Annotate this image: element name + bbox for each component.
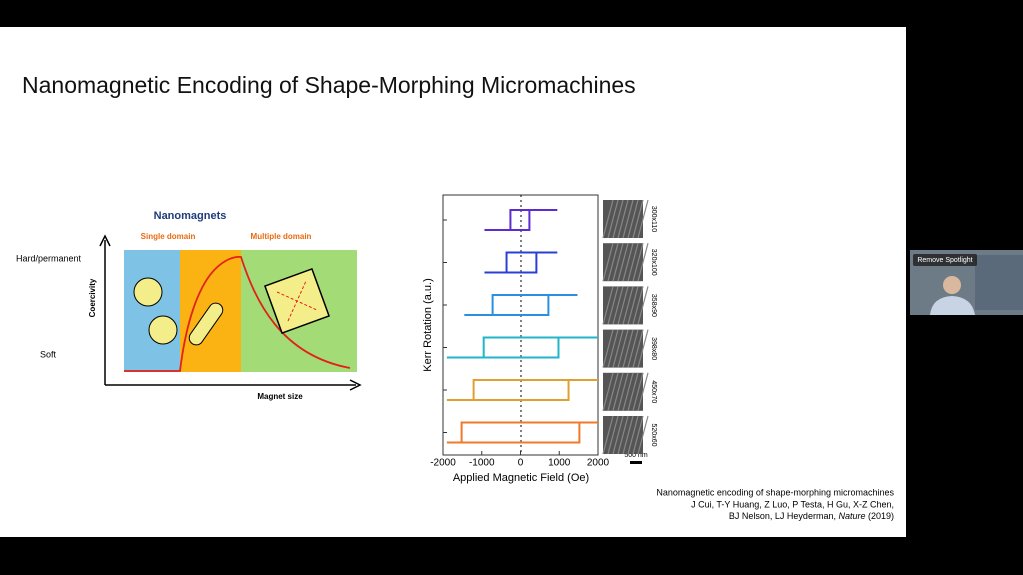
sample-texture (607, 286, 619, 325)
citation: BJ Nelson, LJ Heyderman, Nature (2019) (729, 511, 894, 521)
curve (124, 256, 351, 372)
sample-texture (632, 415, 644, 455)
sample-label: 320x100 (650, 249, 657, 276)
person-body (930, 296, 975, 315)
x-tick-label: -2000 (430, 458, 456, 469)
region-label: Single domain (141, 232, 196, 241)
hysteresis-loop (446, 421, 598, 444)
sample-texture (602, 199, 614, 239)
region-label: Multiple domain (251, 232, 312, 241)
sample-texture (607, 329, 619, 368)
sample-texture (607, 243, 619, 282)
scale-bar (630, 461, 642, 464)
sample-label: 520x60 (650, 424, 657, 447)
region (124, 250, 180, 372)
sample-texture (632, 372, 644, 411)
sample-texture (617, 199, 629, 239)
sample-texture (632, 286, 644, 325)
sample-texture (632, 329, 644, 368)
sample-texture (607, 415, 619, 455)
sample-texture (612, 372, 624, 411)
sample-label: 300x110 (650, 206, 657, 232)
remove-spotlight-button[interactable] (913, 254, 977, 266)
button-label[interactable]: Remove Spotlight (917, 257, 972, 264)
axes (99, 234, 362, 391)
hysteresis-loop (464, 294, 578, 316)
slide-title: Nanomagnetic Encoding of Shape-Morphing … (22, 72, 636, 98)
rod-magnet (188, 302, 224, 346)
sample-label: 450x70 (650, 380, 657, 403)
sample-texture (622, 329, 634, 368)
x-tick-label: -1000 (469, 458, 495, 469)
hysteresis-loop (446, 336, 598, 359)
sample-texture (627, 286, 639, 325)
sample-texture (627, 243, 639, 282)
axis-note: Hard/permanent (16, 253, 82, 263)
x-tick-label: 2000 (587, 458, 610, 469)
circle-magnet (133, 277, 163, 307)
sample-label: 398x80 (650, 337, 657, 360)
hysteresis-loop (446, 379, 598, 401)
sample-texture (602, 286, 614, 325)
sample-texture (602, 243, 614, 282)
citation-text: BJ Nelson, LJ Heyderman, (729, 511, 839, 521)
sample-texture (617, 329, 629, 368)
sample-texture (637, 243, 649, 282)
video-tile: Remove Spotlight (910, 250, 1023, 315)
citation-text: (2019) (865, 511, 894, 521)
sample-texture (607, 372, 619, 411)
person-head (943, 276, 961, 294)
hysteresis-loop (484, 209, 558, 231)
citation: J Cui, T-Y Huang, Z Luo, P Testa, H Gu, … (691, 499, 894, 509)
sample-texture (637, 415, 649, 455)
sample-texture (632, 243, 644, 282)
axis-label: Kerr Rotation (a.u.) (422, 278, 434, 372)
sample-texture (637, 329, 649, 368)
bookshelf (975, 255, 1023, 310)
axis-note: Soft (40, 349, 57, 359)
scale-bar-label: 500 nm (624, 452, 648, 459)
diagram: Nanomagnets Single domain Multiple domai… (16, 210, 362, 401)
sample-texture (627, 372, 639, 411)
sample-texture (632, 199, 644, 239)
sample-texture (622, 199, 634, 239)
sample-texture (602, 415, 614, 455)
sample-texture (622, 243, 634, 282)
sample-texture (612, 243, 624, 282)
sample-texture (637, 199, 649, 239)
sample-texture (622, 415, 634, 455)
sample-texture (617, 415, 629, 455)
sample-texture (602, 329, 614, 368)
sample-texture (612, 286, 624, 325)
circle-magnet (148, 315, 178, 345)
x-tick-label: 1000 (548, 458, 571, 469)
axis-label: Coercivity (88, 278, 97, 317)
hysteresis-loop (484, 251, 558, 274)
axis-label: Applied Magnetic Field (Oe) (453, 472, 589, 484)
citation: Nanomagnetic encoding of shape-morphing … (656, 487, 894, 497)
sample-texture (612, 415, 624, 455)
sample-label: 358x90 (650, 294, 657, 317)
sample-texture (617, 243, 629, 282)
sample-texture (612, 329, 624, 368)
sample-texture (637, 286, 649, 325)
sample-texture (627, 329, 639, 368)
sample-texture (617, 286, 629, 325)
sample-texture (622, 286, 634, 325)
sample-texture (617, 372, 629, 411)
sample-texture (627, 415, 639, 455)
x-tick-label: 0 (518, 458, 524, 469)
sample-texture (627, 199, 639, 239)
axis-label: Magnet size (257, 392, 303, 401)
domain-walls (276, 280, 318, 322)
sample-texture (637, 372, 649, 411)
sample-texture (607, 199, 619, 239)
sample-texture (612, 199, 624, 239)
citation-journal: Nature (838, 511, 865, 521)
sample-texture (622, 372, 634, 411)
diagram-title: Nanomagnets (154, 210, 227, 222)
sample-texture (602, 372, 614, 411)
